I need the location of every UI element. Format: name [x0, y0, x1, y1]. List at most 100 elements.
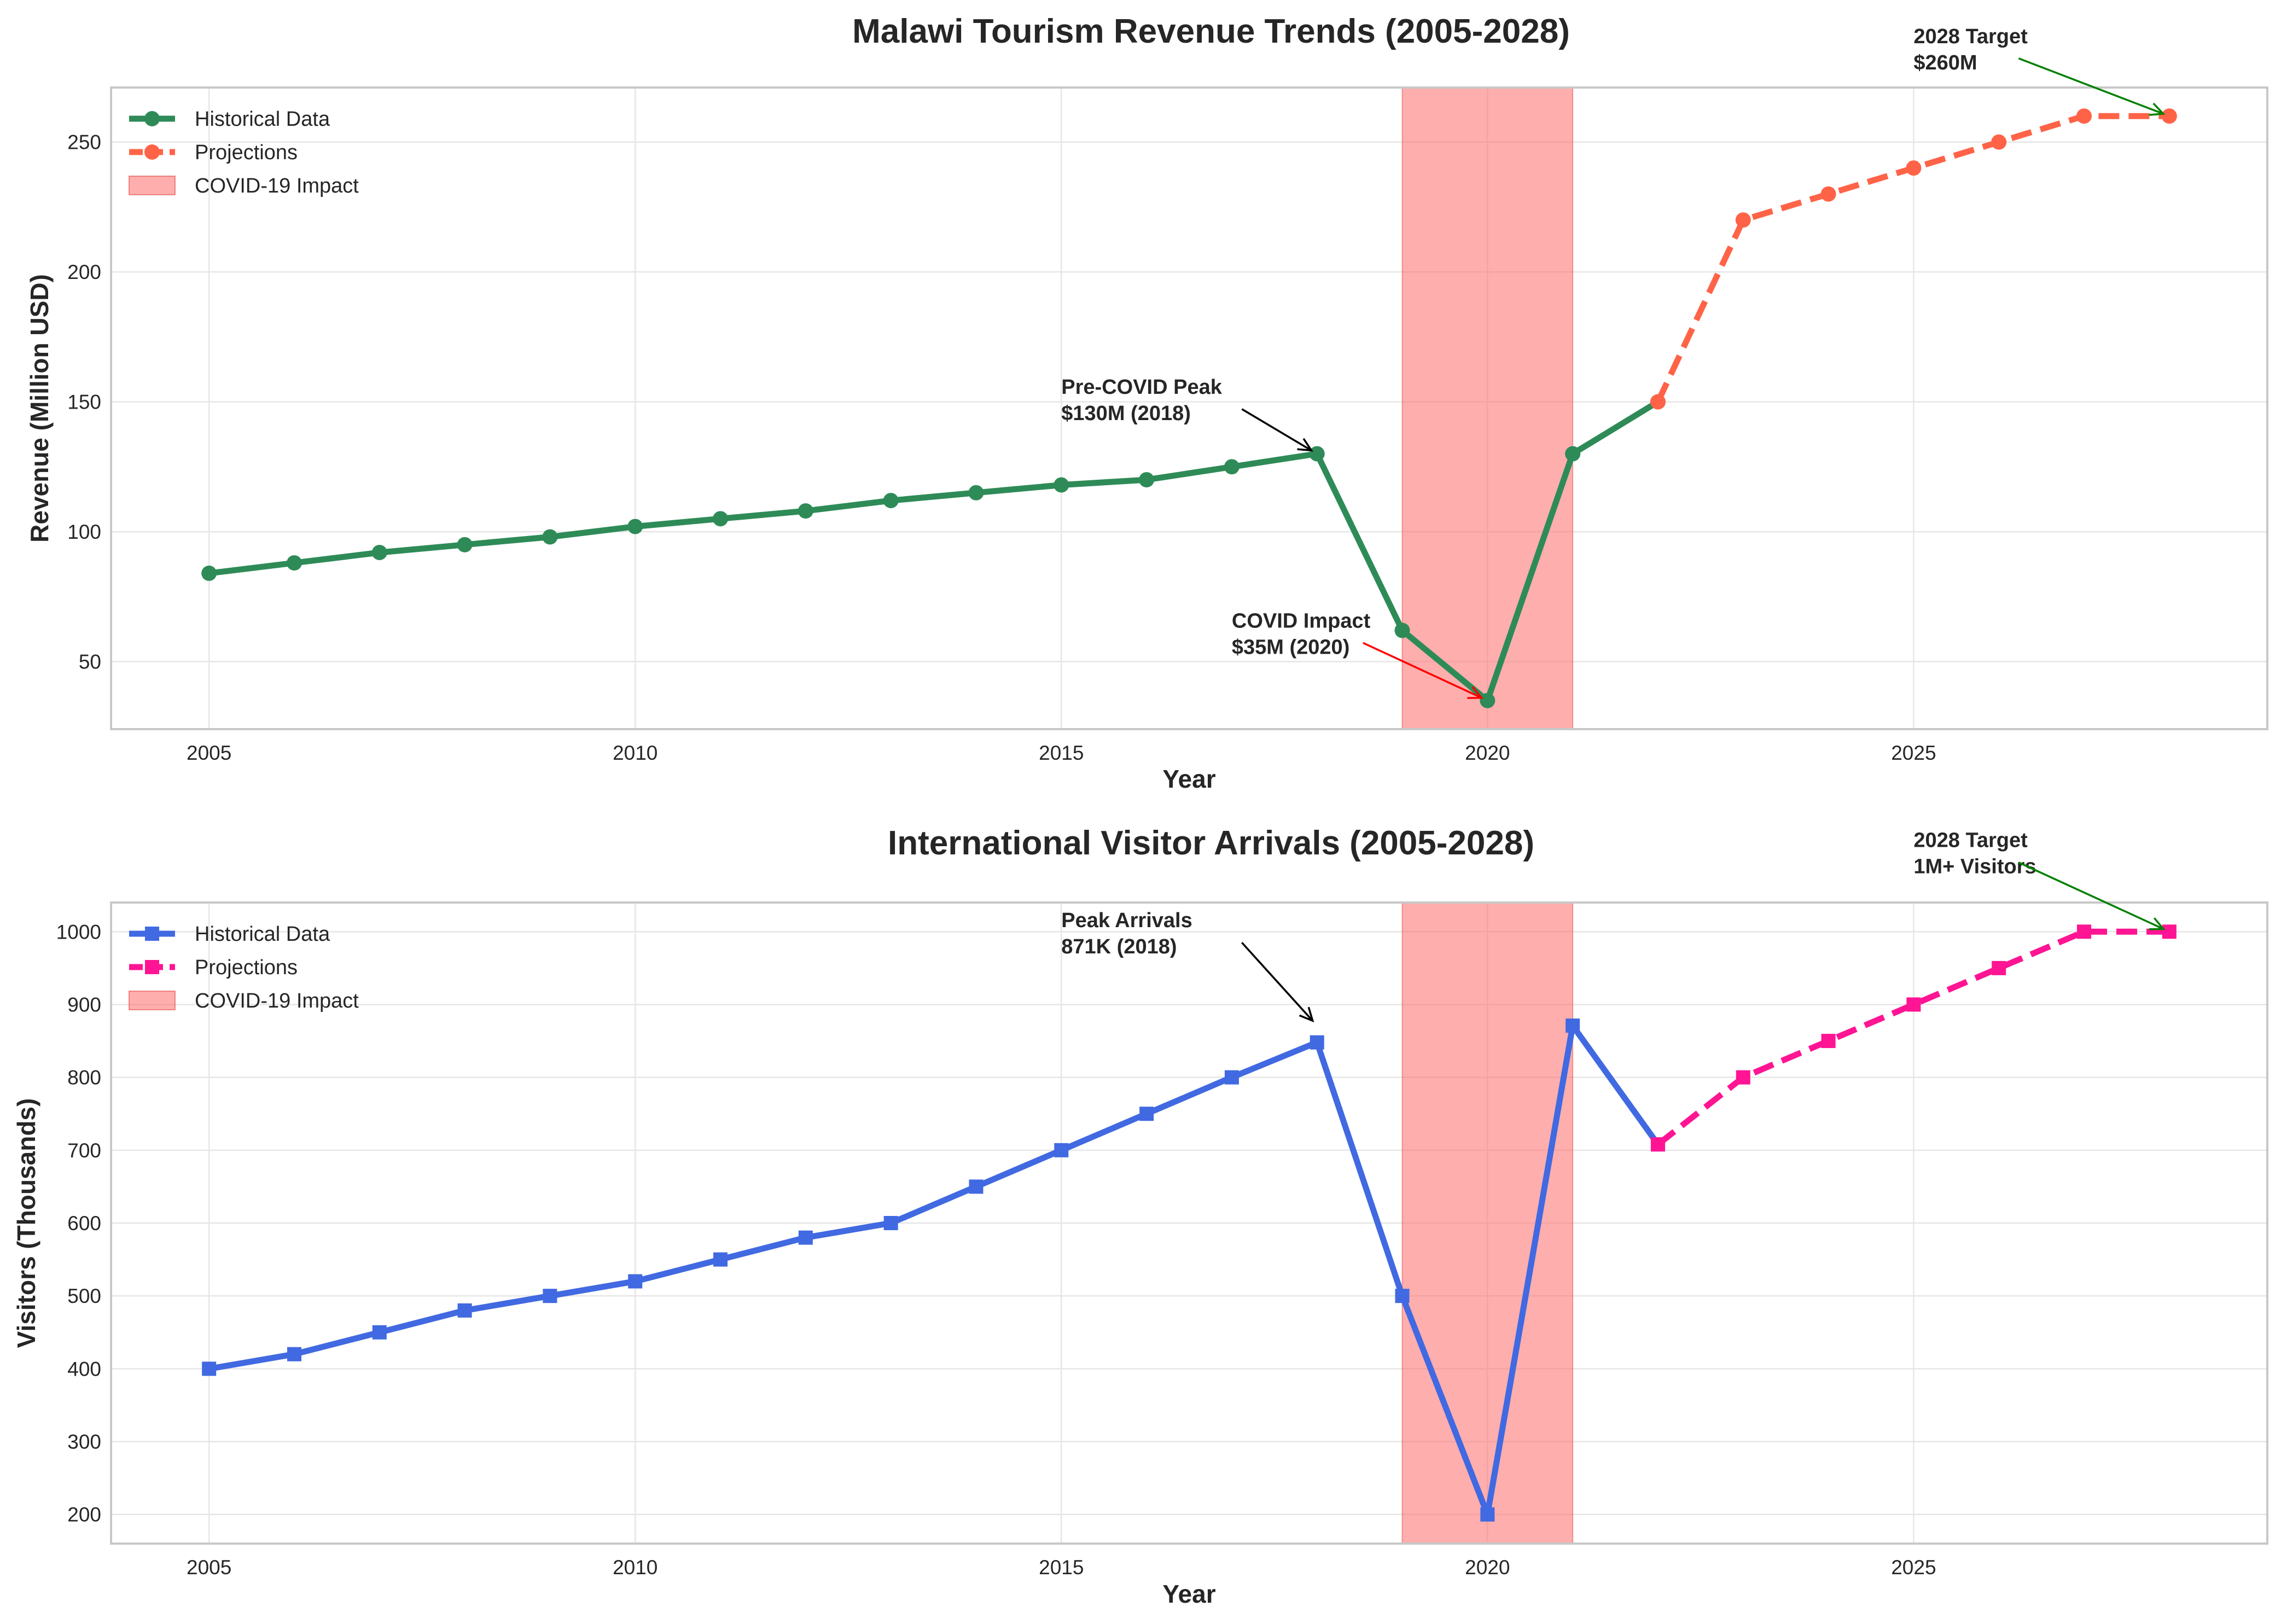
data-point [2076, 108, 2092, 124]
y-axis-label: Visitors (Thousands) [12, 1098, 40, 1348]
legend-label: Projections [195, 141, 298, 164]
data-point [542, 529, 558, 545]
x-tick-label: 2020 [1465, 1556, 1510, 1579]
x-tick-label: 2025 [1891, 1556, 1936, 1579]
chart-title: Malawi Tourism Revenue Trends (2005-2028… [852, 13, 1570, 50]
legend-swatch [129, 176, 176, 195]
data-point [2162, 924, 2177, 939]
legend-marker [145, 927, 159, 941]
x-tick-label: 2015 [1039, 1556, 1084, 1579]
y-tick-label: 50 [79, 651, 101, 673]
legend: Historical Data Projections COVID-19 Impac… [129, 923, 359, 1012]
data-point [713, 511, 729, 527]
data-point [1310, 1035, 1324, 1050]
y-tick-label: 800 [67, 1067, 101, 1089]
data-point [371, 545, 387, 561]
y-tick-label: 200 [67, 1504, 101, 1526]
y-tick-label: 300 [67, 1431, 101, 1453]
data-point [1650, 1137, 1665, 1152]
y-tick-label: 600 [67, 1212, 101, 1235]
x-tick-label: 2010 [613, 1556, 657, 1579]
legend-swatch [129, 991, 176, 1010]
data-point [969, 1179, 984, 1194]
data-point [628, 1274, 643, 1289]
data-point [1139, 1107, 1154, 1121]
x-axis-label: Year [1162, 765, 1215, 793]
data-point [543, 1289, 557, 1303]
series-line-historical [208, 1022, 1661, 1518]
annotation-arrowhead [2149, 102, 2166, 116]
data-point [883, 1216, 898, 1230]
annotation-text: 1M+ Visitors [1913, 855, 2036, 878]
data-point [1565, 446, 1581, 462]
annotation-arrow [1241, 408, 1312, 451]
data-point [1566, 1018, 1580, 1033]
annotation-arrowhead [1297, 438, 1313, 452]
data-point [1906, 997, 1921, 1012]
data-point [1991, 134, 2007, 150]
legend-label: Historical Data [195, 923, 330, 946]
y-tick-label: 500 [67, 1285, 101, 1307]
chart-panel-2: 2005 2010 2015 2020 2025 200 300 400 500 600 700 80… [12, 824, 2268, 1608]
annotation-text: $130M (2018) [1061, 402, 1191, 425]
data-point [2077, 924, 2092, 939]
data-point [1224, 1070, 1239, 1085]
data-point [883, 493, 899, 509]
chart-title: International Visitor Arrivals (2005-202… [888, 824, 1534, 862]
data-point [2161, 108, 2177, 124]
annotation-text: COVID Impact [1232, 609, 1371, 632]
data-point [1395, 1289, 1410, 1303]
annotation-arrow [1363, 642, 1482, 699]
annotation-text: Pre-COVID Peak [1061, 376, 1222, 399]
plot-area [202, 924, 2177, 1522]
data-point [713, 1252, 728, 1267]
data-point [1992, 961, 2006, 975]
axes-frame [110, 86, 2268, 730]
covid-impact-region [1401, 902, 1574, 1544]
data-point [1736, 1070, 1750, 1085]
x-tick-label: 2005 [187, 1556, 231, 1579]
data-point [1906, 160, 1922, 176]
x-axis-label: Year [1162, 1580, 1215, 1608]
annotation-text: 871K (2018) [1061, 935, 1177, 958]
annotation: 2028 Target 1M+ Visitors [1913, 829, 2166, 930]
annotation-arrowhead [1299, 1006, 1314, 1023]
y-tick-label: 400 [67, 1358, 101, 1380]
annotation: 2028 Target $260M [1913, 25, 2166, 116]
legend-label: COVID-19 Impact [195, 174, 359, 197]
data-point [1394, 622, 1410, 638]
y-axis-label: Revenue (Million USD) [25, 274, 54, 543]
x-tick-label: 2010 [613, 742, 657, 764]
data-point [968, 485, 984, 500]
data-point [1820, 186, 1836, 202]
plot-area [201, 108, 2177, 708]
data-point [627, 519, 643, 534]
annotation-text: Peak Arrivals [1061, 909, 1192, 932]
axes-frame [110, 901, 2268, 1545]
data-point [1480, 1507, 1495, 1522]
data-point [286, 555, 302, 571]
data-point [1139, 472, 1155, 488]
data-point [1735, 212, 1751, 228]
covid-impact-region [1401, 87, 1574, 730]
data-point [1224, 459, 1240, 475]
legend-marker [144, 111, 160, 126]
y-tick-label: 700 [67, 1139, 101, 1162]
annotation-arrow [2018, 862, 2164, 930]
data-point [798, 503, 813, 519]
y-tick-label: 150 [67, 391, 101, 414]
y-tick-label: 900 [67, 993, 101, 1016]
annotation-arrowhead [1467, 686, 1484, 699]
data-point [1054, 477, 1069, 493]
annotation: COVID Impact $35M (2020) [1232, 609, 1484, 699]
legend: Historical Data Projections COVID-19 Impac… [129, 108, 359, 197]
x-tick-label: 2020 [1465, 742, 1510, 764]
data-point [1480, 692, 1496, 708]
chart-panel-1: 2005 2010 2015 2020 2025 50 100 150 200 250 Malawi… [25, 13, 2268, 793]
legend-label: Historical Data [195, 108, 330, 131]
legend-marker [144, 144, 160, 160]
annotation-text: $35M (2020) [1232, 636, 1349, 659]
y-tick-label: 100 [67, 521, 101, 543]
legend-label: COVID-19 Impact [195, 989, 359, 1012]
